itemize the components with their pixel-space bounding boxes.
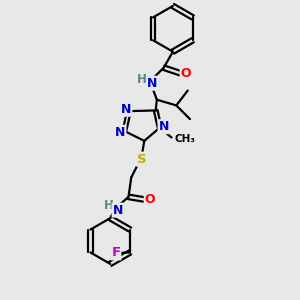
Text: S: S xyxy=(137,153,146,166)
Text: O: O xyxy=(181,67,191,80)
Text: H: H xyxy=(137,73,147,85)
Text: N: N xyxy=(147,77,158,90)
Text: N: N xyxy=(112,204,123,217)
Text: N: N xyxy=(121,103,131,116)
Text: N: N xyxy=(115,126,125,139)
Text: O: O xyxy=(145,193,155,206)
Text: CH₃: CH₃ xyxy=(175,134,196,144)
Text: N: N xyxy=(158,120,169,133)
Text: H: H xyxy=(104,199,114,212)
Text: F: F xyxy=(111,246,120,260)
